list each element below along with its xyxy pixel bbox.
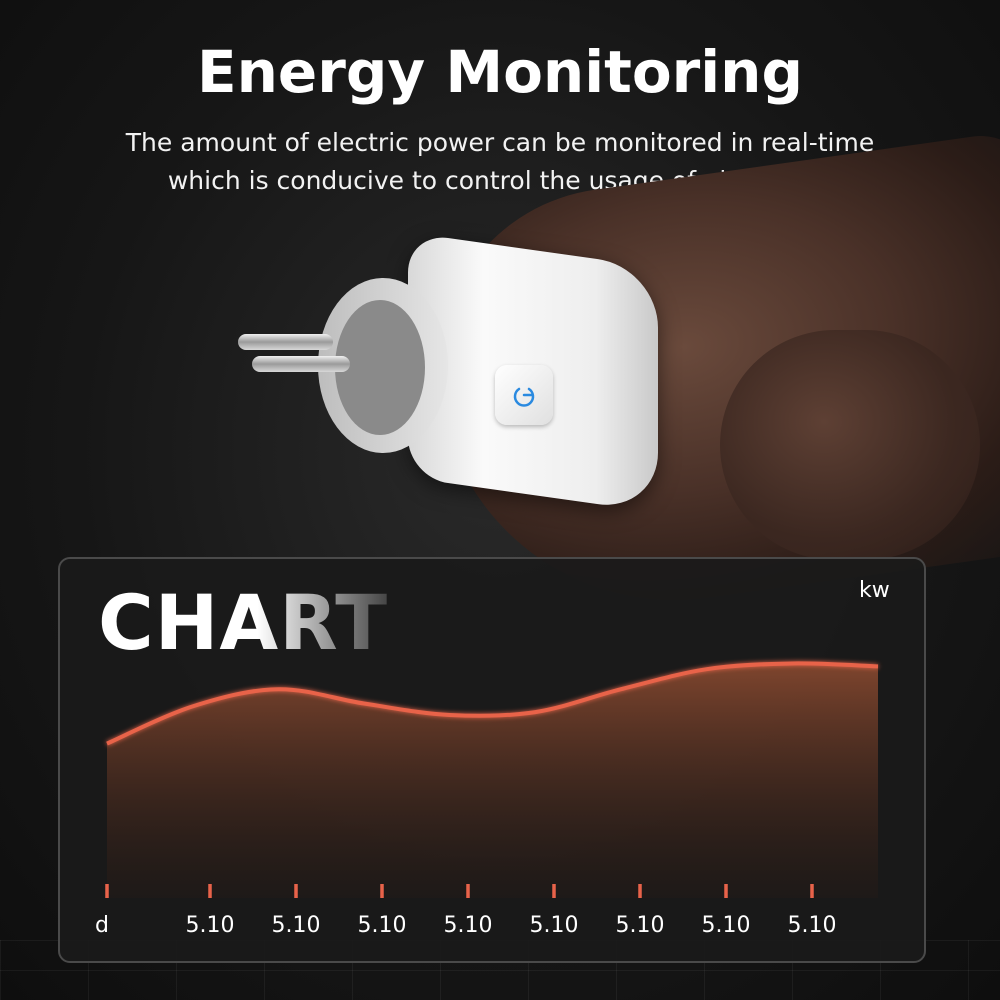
power-button <box>495 365 553 425</box>
x-tick-label: 5.10 <box>185 913 235 938</box>
chart-title: CHART <box>98 578 389 667</box>
y-axis-unit: kw <box>859 578 890 603</box>
x-tick-label: 5.10 <box>443 913 493 938</box>
x-tick-label: 5.10 <box>271 913 321 938</box>
x-tick-label: 5.10 <box>615 913 665 938</box>
x-tick-label: 5.10 <box>357 913 407 938</box>
plug-pin <box>238 334 333 350</box>
plug-pin <box>252 356 350 372</box>
thumb-image <box>720 330 980 560</box>
plug-socket-recess <box>335 300 425 435</box>
power-icon <box>513 387 535 407</box>
x-tick-label: 5.10 <box>701 913 751 938</box>
x-tick-label: 5.10 <box>787 913 837 938</box>
chart-series-line <box>106 661 879 746</box>
page-title: Energy Monitoring <box>197 38 803 106</box>
subtitle-line: The amount of electric power can be moni… <box>125 128 875 157</box>
x-axis-unit: d <box>95 913 109 938</box>
chart-area-fill <box>107 663 878 898</box>
x-tick-label: 5.10 <box>529 913 579 938</box>
